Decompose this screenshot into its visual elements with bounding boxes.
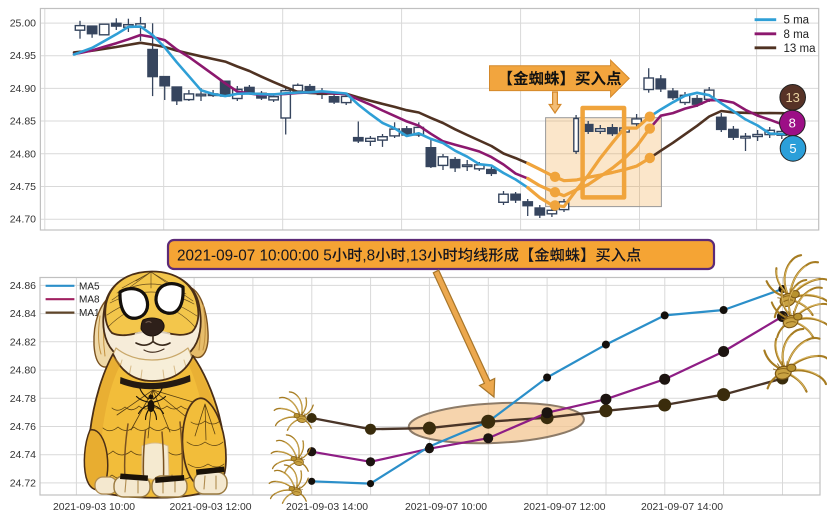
svg-text:5: 5 <box>789 141 796 156</box>
svg-text:MA5: MA5 <box>79 281 100 292</box>
svg-text:24.85: 24.85 <box>10 116 36 128</box>
svg-text:MA13: MA13 <box>79 308 106 319</box>
svg-text:2021-09-03 10:00: 2021-09-03 10:00 <box>53 502 135 513</box>
svg-text:8: 8 <box>789 116 796 131</box>
svg-text:24.72: 24.72 <box>10 477 36 489</box>
svg-text:8 ma: 8 ma <box>784 29 810 41</box>
svg-text:2021-09-07 14:00: 2021-09-07 14:00 <box>641 502 723 513</box>
svg-text:24.80: 24.80 <box>10 365 36 377</box>
svg-text:2021-09-03 14:00: 2021-09-03 14:00 <box>286 502 368 513</box>
svg-text:13: 13 <box>785 90 799 105</box>
svg-text:5 ma: 5 ma <box>784 15 810 27</box>
svg-text:24.86: 24.86 <box>10 280 36 292</box>
svg-text:24.78: 24.78 <box>10 393 36 405</box>
svg-text:24.80: 24.80 <box>10 148 36 160</box>
svg-text:24.75: 24.75 <box>10 181 36 193</box>
svg-text:,8: ,8 <box>362 248 375 265</box>
svg-text:2021-09-07 10:00: 2021-09-07 10:00 <box>405 502 487 513</box>
svg-text:2021-09-07 10:00:00 5: 2021-09-07 10:00:00 5 <box>177 248 332 265</box>
svg-text:,13: ,13 <box>406 248 427 265</box>
svg-text:13 ma: 13 ma <box>784 43 817 55</box>
svg-text:24.76: 24.76 <box>10 421 36 433</box>
svg-text:24.90: 24.90 <box>10 83 36 95</box>
svg-text:2021-09-03 12:00: 2021-09-03 12:00 <box>169 502 251 513</box>
svg-text:24.95: 24.95 <box>10 50 36 62</box>
svg-text:2021-09-07 12:00: 2021-09-07 12:00 <box>523 502 605 513</box>
svg-text:24.82: 24.82 <box>10 336 36 348</box>
svg-text:MA8: MA8 <box>79 295 100 306</box>
svg-text:24.84: 24.84 <box>10 308 36 320</box>
svg-text:25.00: 25.00 <box>10 18 36 30</box>
svg-text:24.70: 24.70 <box>10 214 36 226</box>
svg-text:24.74: 24.74 <box>10 449 36 461</box>
